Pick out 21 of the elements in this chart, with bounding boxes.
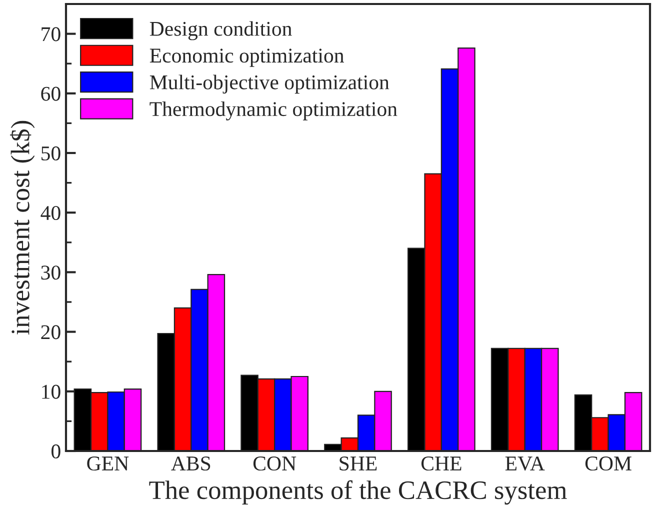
y-tick-label: 20 (41, 325, 60, 340)
x-tick-label: SHE (340, 456, 377, 471)
x-tick-label: COM (585, 456, 632, 471)
y-tick-label: 30 (41, 266, 60, 280)
x-axis-title: The components of the CACRC system (149, 480, 567, 505)
x-tick-label: GEN (87, 456, 129, 471)
legend-label: Economic optimization (150, 48, 344, 67)
x-tick-label: ABS (171, 456, 210, 471)
x-tick-label: CHE (421, 456, 462, 471)
y-tick-label: 50 (42, 146, 60, 160)
y-tick-label: 10 (42, 384, 60, 399)
x-tick-label: EVA (505, 456, 545, 471)
y-tick-label: 40 (40, 206, 60, 220)
legend-label: Thermodynamic optimization (150, 101, 398, 120)
y-tick-label: 60 (41, 86, 60, 101)
legend-label: Multi-objective optimization (150, 74, 390, 94)
x-tick-label: CON (253, 456, 296, 471)
legend-label: Design condition (150, 21, 292, 40)
y-tick-label: 0 (52, 444, 60, 458)
y-tick-label: 70 (42, 27, 60, 42)
y-axis-title: investment cost (k$) (10, 120, 35, 335)
